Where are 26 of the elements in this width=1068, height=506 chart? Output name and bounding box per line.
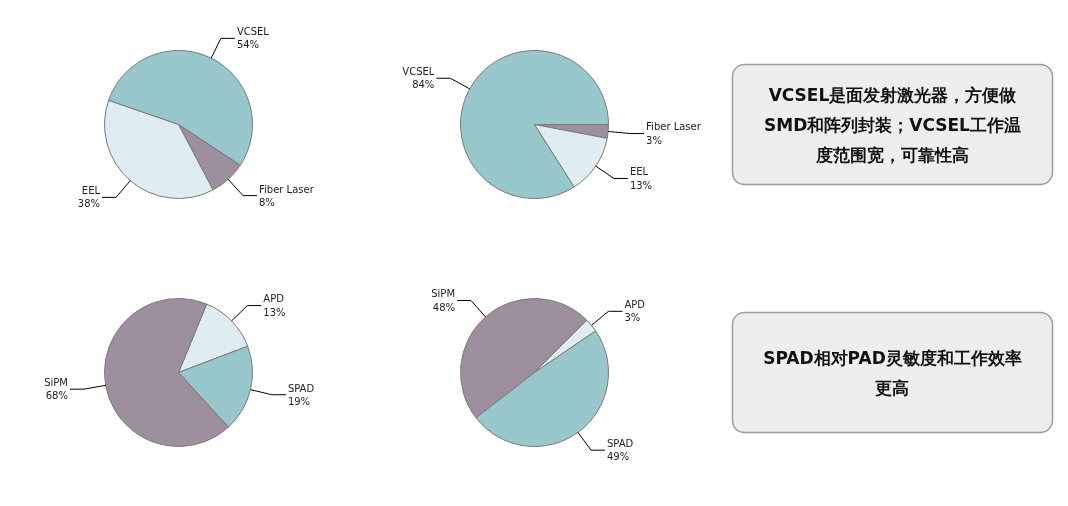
slice-label: Fiber Laser xyxy=(646,121,702,133)
data-label: 84% xyxy=(412,79,435,91)
data-label: 48% xyxy=(432,301,456,313)
data-label: 49% xyxy=(606,451,630,463)
slice-label: VCSEL xyxy=(236,26,270,38)
slice-label: APD xyxy=(263,293,285,305)
slice-label: EEL xyxy=(629,166,649,178)
slice-label: SiPM xyxy=(431,288,456,300)
data-label: 8% xyxy=(258,196,275,208)
data-label: 13% xyxy=(629,179,653,191)
slice-label: APD xyxy=(624,299,646,311)
data-label: 38% xyxy=(77,198,101,210)
data-label: 3% xyxy=(624,312,641,324)
data-label: 3% xyxy=(646,134,662,146)
text: SPAD相对PAD灵敏度和工作效率更高 xyxy=(763,347,1022,398)
data-label: 13% xyxy=(263,306,286,318)
data-label: 54% xyxy=(236,39,260,51)
slice-label: SPAD xyxy=(606,438,634,450)
slice-label: SPAD xyxy=(287,382,315,394)
text: VCSEL是面发射激光器，方便做SMD和阵列封装；VCSEL工作温度范围宽，可靠性高 xyxy=(764,84,1021,165)
data-label: 68% xyxy=(45,390,68,402)
slice-label: EEL xyxy=(81,185,101,197)
data-label: 19% xyxy=(287,395,311,407)
slice-label: Fiber Laser xyxy=(258,183,315,195)
slice-label: SiPM xyxy=(44,377,68,389)
slice-label: VCSEL xyxy=(402,66,435,78)
